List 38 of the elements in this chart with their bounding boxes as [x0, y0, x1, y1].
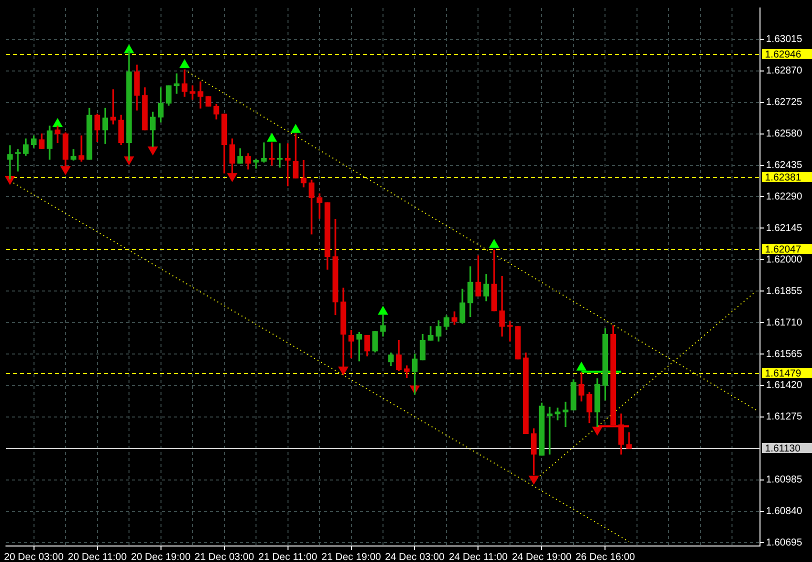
- x-tick-label: 26 Dec 16:00: [575, 552, 636, 562]
- y-tick-label: 1.62290: [766, 191, 803, 202]
- x-tick-label: 20 Dec 03:00: [4, 552, 64, 562]
- ref-line-label: 1.62946: [765, 49, 802, 60]
- y-tick-label: 1.60695: [766, 537, 803, 548]
- y-tick-label: 1.63015: [766, 34, 803, 46]
- y-tick-label: 1.62725: [766, 97, 803, 108]
- x-tick-label: 21 Dec 11:00: [258, 552, 318, 562]
- ref-line-label: 1.61479: [765, 368, 802, 380]
- y-tick-label: 1.61420: [766, 380, 803, 392]
- y-tick-label: 1.62580: [766, 128, 803, 140]
- candlestick: [562, 402, 568, 428]
- y-tick-label: 1.60985: [766, 474, 803, 486]
- x-tick-label: 21 Dec 03:00: [194, 552, 254, 562]
- candlestick: [7, 145, 13, 180]
- y-tick-label: 1.60840: [766, 506, 803, 518]
- candlestick: [507, 321, 513, 342]
- x-tick-label: 20 Dec 19:00: [131, 552, 191, 562]
- candlestick: [190, 85, 196, 100]
- y-tick-label: 1.62000: [766, 254, 803, 266]
- candlestick: [198, 81, 204, 109]
- x-tick-label: 24 Dec 19:00: [512, 552, 572, 562]
- x-tick-label: 20 Dec 11:00: [68, 552, 128, 562]
- y-tick-label: 1.61710: [766, 317, 803, 328]
- y-tick-label: 1.61565: [766, 348, 803, 360]
- candlestick: [261, 142, 267, 163]
- y-tick-label: 1.61855: [766, 286, 803, 297]
- ref-line-label: 1.62381: [765, 172, 802, 184]
- candlestick: [316, 193, 322, 219]
- y-tick-label: 1.62145: [766, 222, 803, 234]
- x-tick-label: 21 Dec 19:00: [322, 552, 382, 562]
- ref-line-label: 1.62047: [765, 244, 802, 256]
- ref-line-label: 1.61130: [765, 443, 801, 454]
- x-tick-label: 24 Dec 03:00: [384, 552, 445, 562]
- y-tick-label: 1.61275: [766, 412, 803, 423]
- y-tick-label: 1.62435: [766, 160, 803, 172]
- x-tick-label: 24 Dec 11:00: [448, 552, 508, 562]
- y-tick-label: 1.62870: [766, 66, 803, 77]
